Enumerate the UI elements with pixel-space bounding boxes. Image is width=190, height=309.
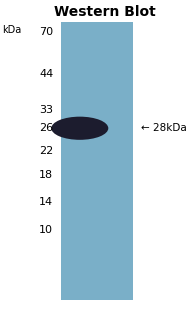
Text: 10: 10 xyxy=(39,225,53,235)
Text: 14: 14 xyxy=(39,197,53,207)
Text: 44: 44 xyxy=(39,69,53,79)
Text: 70: 70 xyxy=(39,28,53,37)
Text: 22: 22 xyxy=(39,146,53,156)
Text: 18: 18 xyxy=(39,170,53,180)
Text: ← 28kDa: ← 28kDa xyxy=(141,123,186,133)
FancyBboxPatch shape xyxy=(61,22,133,300)
Ellipse shape xyxy=(51,116,108,140)
Text: 33: 33 xyxy=(39,105,53,115)
Text: kDa: kDa xyxy=(2,25,21,35)
Text: 26: 26 xyxy=(39,123,53,133)
Text: Western Blot: Western Blot xyxy=(54,5,155,19)
